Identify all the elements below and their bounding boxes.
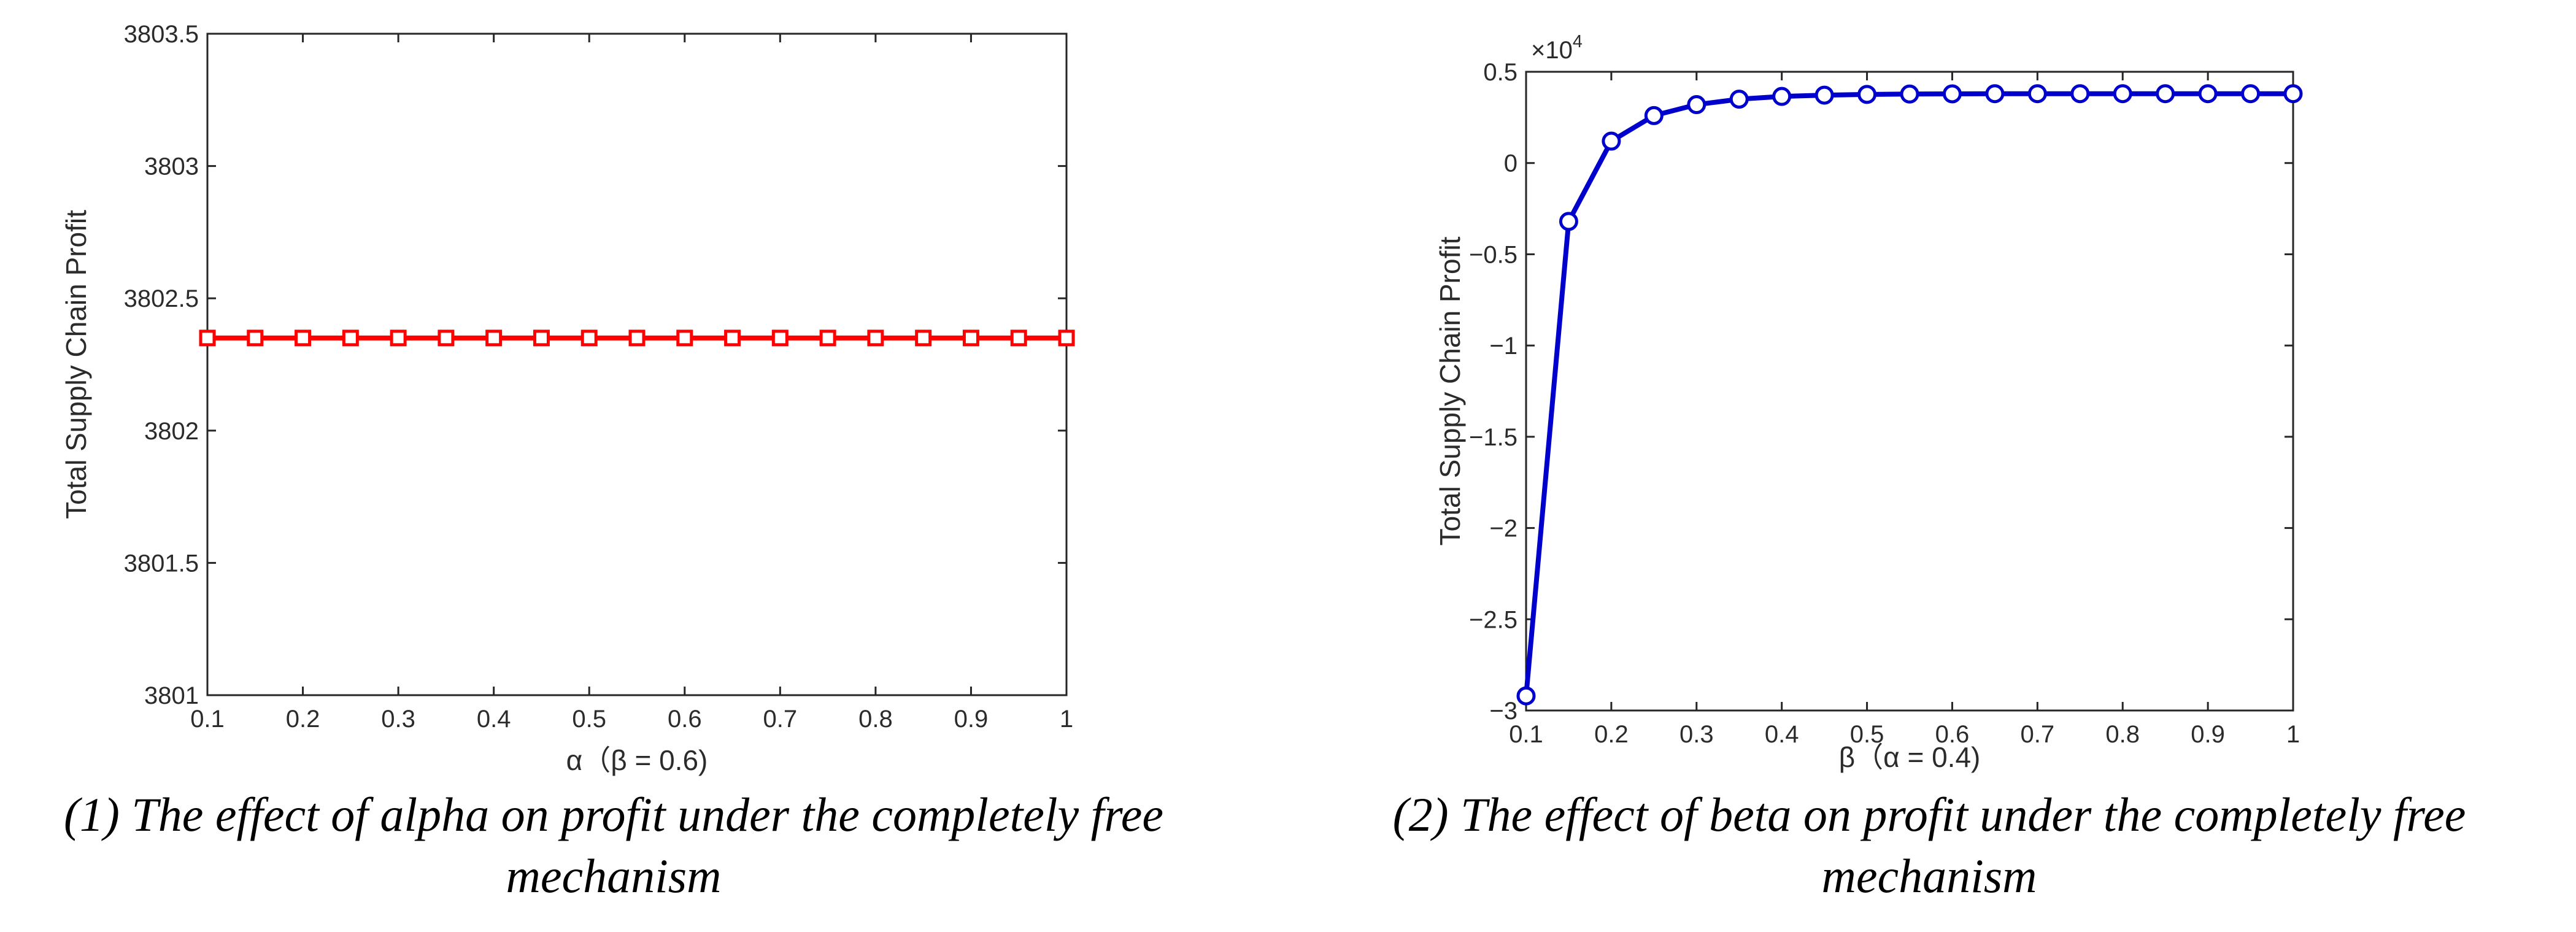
y-tick-label: −3 bbox=[1489, 698, 1517, 725]
y-tick-label: −1.5 bbox=[1469, 424, 1517, 451]
data-point bbox=[2070, 84, 2090, 104]
data-point bbox=[867, 329, 884, 347]
data-point bbox=[2198, 84, 2218, 104]
data-point bbox=[1900, 84, 1919, 104]
y-tick-label: 3801 bbox=[144, 682, 199, 709]
x-tick-label: 1 bbox=[2286, 721, 2300, 748]
x-tick-label: 0.9 bbox=[954, 706, 989, 733]
data-point bbox=[342, 329, 359, 347]
chart-panel-alpha: 0.1 0.2 0.3 0.4 0.5 0.6 0.7 0.8 0.9 1 3801 3801.5 38… bbox=[60, 21, 1164, 903]
x-tick-label: 0.5 bbox=[572, 706, 606, 733]
y-tick-label: 3802 bbox=[144, 418, 199, 445]
y-tick-label: 0.5 bbox=[1483, 59, 1517, 86]
x-tick-label: 0.7 bbox=[2021, 721, 2055, 748]
data-point bbox=[676, 329, 693, 347]
x-tick-label: 0.8 bbox=[858, 706, 893, 733]
x-tick-label: 0.6 bbox=[1935, 721, 1970, 748]
data-point bbox=[724, 329, 741, 347]
data-point bbox=[1814, 85, 1834, 105]
data-point bbox=[1687, 95, 1706, 115]
y-tick-label: −2 bbox=[1489, 515, 1517, 542]
data-point bbox=[390, 329, 407, 347]
data-point bbox=[1772, 87, 1792, 106]
data-point bbox=[199, 329, 216, 347]
x-axis-label: α（β = 0.6) bbox=[566, 744, 708, 776]
x-tick-label: 0.2 bbox=[1594, 721, 1629, 748]
chart-panel-beta: 0.1 0.2 0.3 0.4 0.5 0.6 0.7 0.8 0.9 1 −3 −2.5 −2 −1.5… bbox=[1288, 0, 2576, 932]
data-point bbox=[1010, 329, 1027, 347]
data-point bbox=[1644, 106, 1664, 125]
x-tick-label: 0.3 bbox=[381, 706, 415, 733]
data-point bbox=[1516, 686, 1536, 706]
data-point bbox=[247, 329, 264, 347]
x-tick-label: 0.7 bbox=[763, 706, 798, 733]
data-point bbox=[1559, 212, 1578, 231]
x-tick-label: 0.1 bbox=[190, 706, 225, 733]
y-tick-label: 3802.5 bbox=[124, 285, 199, 312]
chart-alpha-profit: 0.1 0.2 0.3 0.4 0.5 0.6 0.7 0.8 0.9 1 3801 3801.5 38… bbox=[60, 21, 1075, 776]
plot-frame bbox=[206, 33, 1068, 696]
x-tick-label: 0.8 bbox=[2105, 721, 2140, 748]
data-point bbox=[2241, 84, 2261, 104]
data-point bbox=[1729, 90, 1749, 109]
data-point bbox=[819, 329, 836, 347]
caption-beta: (2) The effect of beta on profit under t… bbox=[1392, 788, 2466, 903]
x-tick-label: 0.2 bbox=[286, 706, 320, 733]
x-axis-label: β（α = 0.4) bbox=[1839, 741, 1981, 773]
data-point bbox=[1942, 84, 1962, 104]
x-tick-label: 0.6 bbox=[668, 706, 702, 733]
y-tick-label: −0.5 bbox=[1469, 241, 1517, 268]
data-point bbox=[771, 329, 789, 347]
exponent-power: 4 bbox=[1573, 32, 1583, 52]
data-point bbox=[2283, 84, 2303, 104]
data-point bbox=[1985, 84, 2005, 104]
x-tick-label: 0.3 bbox=[1679, 721, 1714, 748]
data-point bbox=[533, 329, 550, 347]
data-point bbox=[628, 329, 646, 347]
data-point bbox=[485, 329, 503, 347]
y-axis-label: Total Supply Chain Profit bbox=[60, 210, 92, 519]
y-tick-label: 3801.5 bbox=[124, 550, 199, 577]
x-tick-label: 0.5 bbox=[1850, 721, 1884, 748]
chart-beta-profit: 0.1 0.2 0.3 0.4 0.5 0.6 0.7 0.8 0.9 1 −3 −2.5 −2 −1.5… bbox=[1434, 32, 2303, 773]
data-point bbox=[1857, 85, 1877, 104]
data-point bbox=[2113, 84, 2132, 104]
x-tick-label: 0.1 bbox=[1509, 721, 1543, 748]
data-point bbox=[580, 329, 598, 347]
exponent-label: ×104 bbox=[1531, 32, 1583, 64]
data-point bbox=[962, 329, 979, 347]
caption-alpha: (1) The effect of alpha on profit under … bbox=[63, 788, 1164, 903]
data-point bbox=[2156, 84, 2175, 104]
x-tick-label: 0.4 bbox=[477, 706, 511, 733]
data-point bbox=[915, 329, 932, 347]
x-tick-label: 0.4 bbox=[1765, 721, 1799, 748]
data-point bbox=[1058, 329, 1075, 347]
data-point bbox=[438, 329, 455, 347]
y-tick-label: −1 bbox=[1489, 333, 1517, 360]
y-tick-label: −2.5 bbox=[1469, 606, 1517, 633]
data-point bbox=[2027, 84, 2047, 104]
x-tick-label: 0.9 bbox=[2191, 721, 2225, 748]
y-axis-label: Total Supply Chain Profit bbox=[1434, 236, 1466, 545]
x-tick-label: 1 bbox=[1060, 706, 1073, 733]
y-tick-label: 0 bbox=[1504, 150, 1517, 177]
plot-frame bbox=[1525, 71, 2294, 712]
data-point bbox=[1602, 131, 1621, 151]
y-tick-label: 3803 bbox=[144, 153, 199, 180]
data-point bbox=[295, 329, 312, 347]
y-tick-label: 3803.5 bbox=[124, 21, 199, 48]
